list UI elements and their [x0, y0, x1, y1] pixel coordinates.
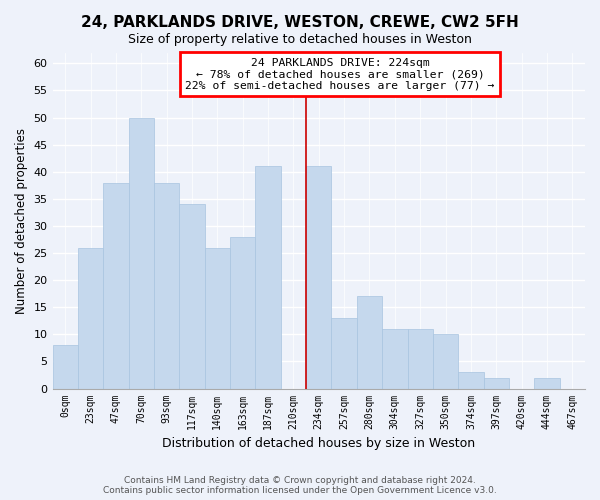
Bar	[154, 182, 179, 388]
Bar	[458, 372, 484, 388]
Text: 24 PARKLANDS DRIVE: 224sqm
← 78% of detached houses are smaller (269)
22% of sem: 24 PARKLANDS DRIVE: 224sqm ← 78% of deta…	[185, 58, 495, 90]
Text: 24, PARKLANDS DRIVE, WESTON, CREWE, CW2 5FH: 24, PARKLANDS DRIVE, WESTON, CREWE, CW2 …	[81, 15, 519, 30]
Bar	[433, 334, 458, 388]
Y-axis label: Number of detached properties: Number of detached properties	[15, 128, 28, 314]
Bar	[78, 248, 103, 388]
Bar	[256, 166, 281, 388]
X-axis label: Distribution of detached houses by size in Weston: Distribution of detached houses by size …	[162, 437, 475, 450]
Text: Size of property relative to detached houses in Weston: Size of property relative to detached ho…	[128, 32, 472, 46]
Bar	[205, 248, 230, 388]
Bar	[230, 237, 256, 388]
Bar	[179, 204, 205, 388]
Bar	[534, 378, 560, 388]
Bar	[357, 296, 382, 388]
Bar	[382, 329, 407, 388]
Bar	[331, 318, 357, 388]
Bar	[53, 345, 78, 389]
Bar	[128, 118, 154, 388]
Bar	[306, 166, 331, 388]
Bar	[407, 329, 433, 388]
Text: Contains HM Land Registry data © Crown copyright and database right 2024.
Contai: Contains HM Land Registry data © Crown c…	[103, 476, 497, 495]
Bar	[484, 378, 509, 388]
Bar	[103, 182, 128, 388]
